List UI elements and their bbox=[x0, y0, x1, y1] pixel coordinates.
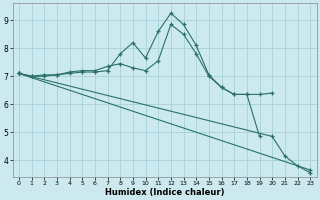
X-axis label: Humidex (Indice chaleur): Humidex (Indice chaleur) bbox=[105, 188, 224, 197]
